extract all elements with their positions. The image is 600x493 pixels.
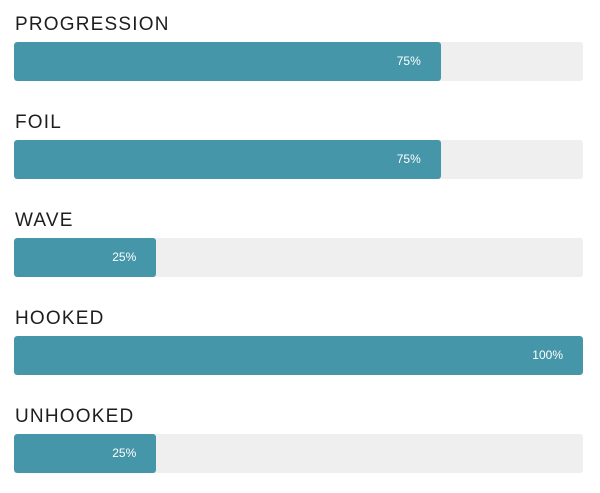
- progress-bar-fill: 25%: [14, 238, 157, 277]
- progress-bar-fill: 100%: [14, 336, 583, 375]
- skill-progression: PROGRESSION 75%: [14, 0, 583, 98]
- progress-value: 100%: [532, 348, 563, 362]
- progress-bar-track: 75%: [14, 42, 583, 81]
- skill-label: WAVE: [15, 210, 74, 231]
- skill-label: UNHOOKED: [15, 406, 135, 427]
- progress-value: 25%: [112, 446, 137, 460]
- progress-bar-fill: 25%: [14, 434, 157, 473]
- progress-value: 75%: [396, 152, 421, 166]
- skill-hooked: HOOKED 100%: [14, 294, 583, 392]
- progress-bar-track: 75%: [14, 140, 583, 179]
- skill-label: PROGRESSION: [15, 14, 170, 35]
- progress-bar-track: 100%: [14, 336, 583, 375]
- skill-unhooked: UNHOOKED 25%: [14, 392, 583, 490]
- skill-label: HOOKED: [15, 308, 105, 329]
- progress-value: 25%: [112, 250, 137, 264]
- progress-bar-track: 25%: [14, 238, 583, 277]
- progress-bar-track: 25%: [14, 434, 583, 473]
- progress-bar-fill: 75%: [14, 140, 441, 179]
- skill-foil: FOIL 75%: [14, 98, 583, 196]
- skill-bars-list: PROGRESSION 75% FOIL 75% WAVE 25% HOOKED…: [14, 0, 583, 490]
- skill-label: FOIL: [15, 112, 63, 133]
- progress-bar-fill: 75%: [14, 42, 441, 81]
- progress-value: 75%: [396, 54, 421, 68]
- skill-wave: WAVE 25%: [14, 196, 583, 294]
